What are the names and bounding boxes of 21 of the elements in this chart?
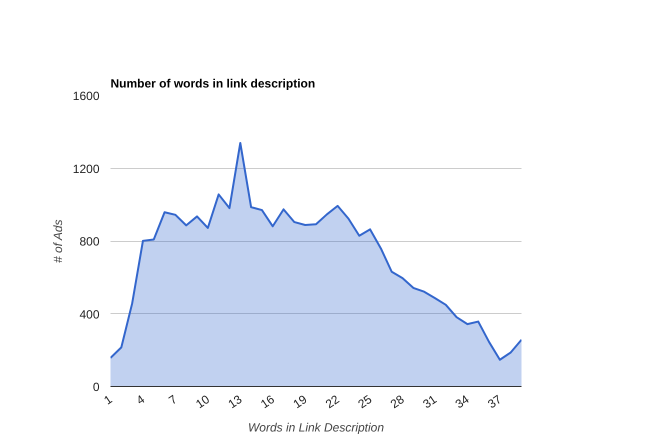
x-tick-label: 37 [485,392,504,412]
y-tick-label: 1600 [72,89,100,103]
y-tick-label: 1200 [72,162,100,176]
x-tick-label: 16 [258,392,278,412]
x-tick-label: 13 [226,392,245,412]
x-tick-label: 10 [193,392,212,412]
y-tick-label: 800 [79,234,100,248]
y-tick-label: 0 [92,380,100,394]
x-tick-label: 31 [420,392,440,412]
x-tick-label: 22 [322,392,342,412]
y-axis-title: # of Ads [50,219,65,264]
x-tick-label: 28 [388,392,408,412]
x-axis-title: Words in Link Description [248,420,384,434]
x-tick-label: 7 [166,392,180,408]
x-tick-label: 1 [101,392,116,408]
x-tick-label: 34 [452,392,472,412]
x-tick-label: 25 [355,392,375,412]
x-tick-label: 19 [290,392,310,412]
chart-title: Number of words in link description [110,76,316,90]
x-tick-label: 4 [134,392,148,408]
y-tick-label: 400 [79,307,100,322]
